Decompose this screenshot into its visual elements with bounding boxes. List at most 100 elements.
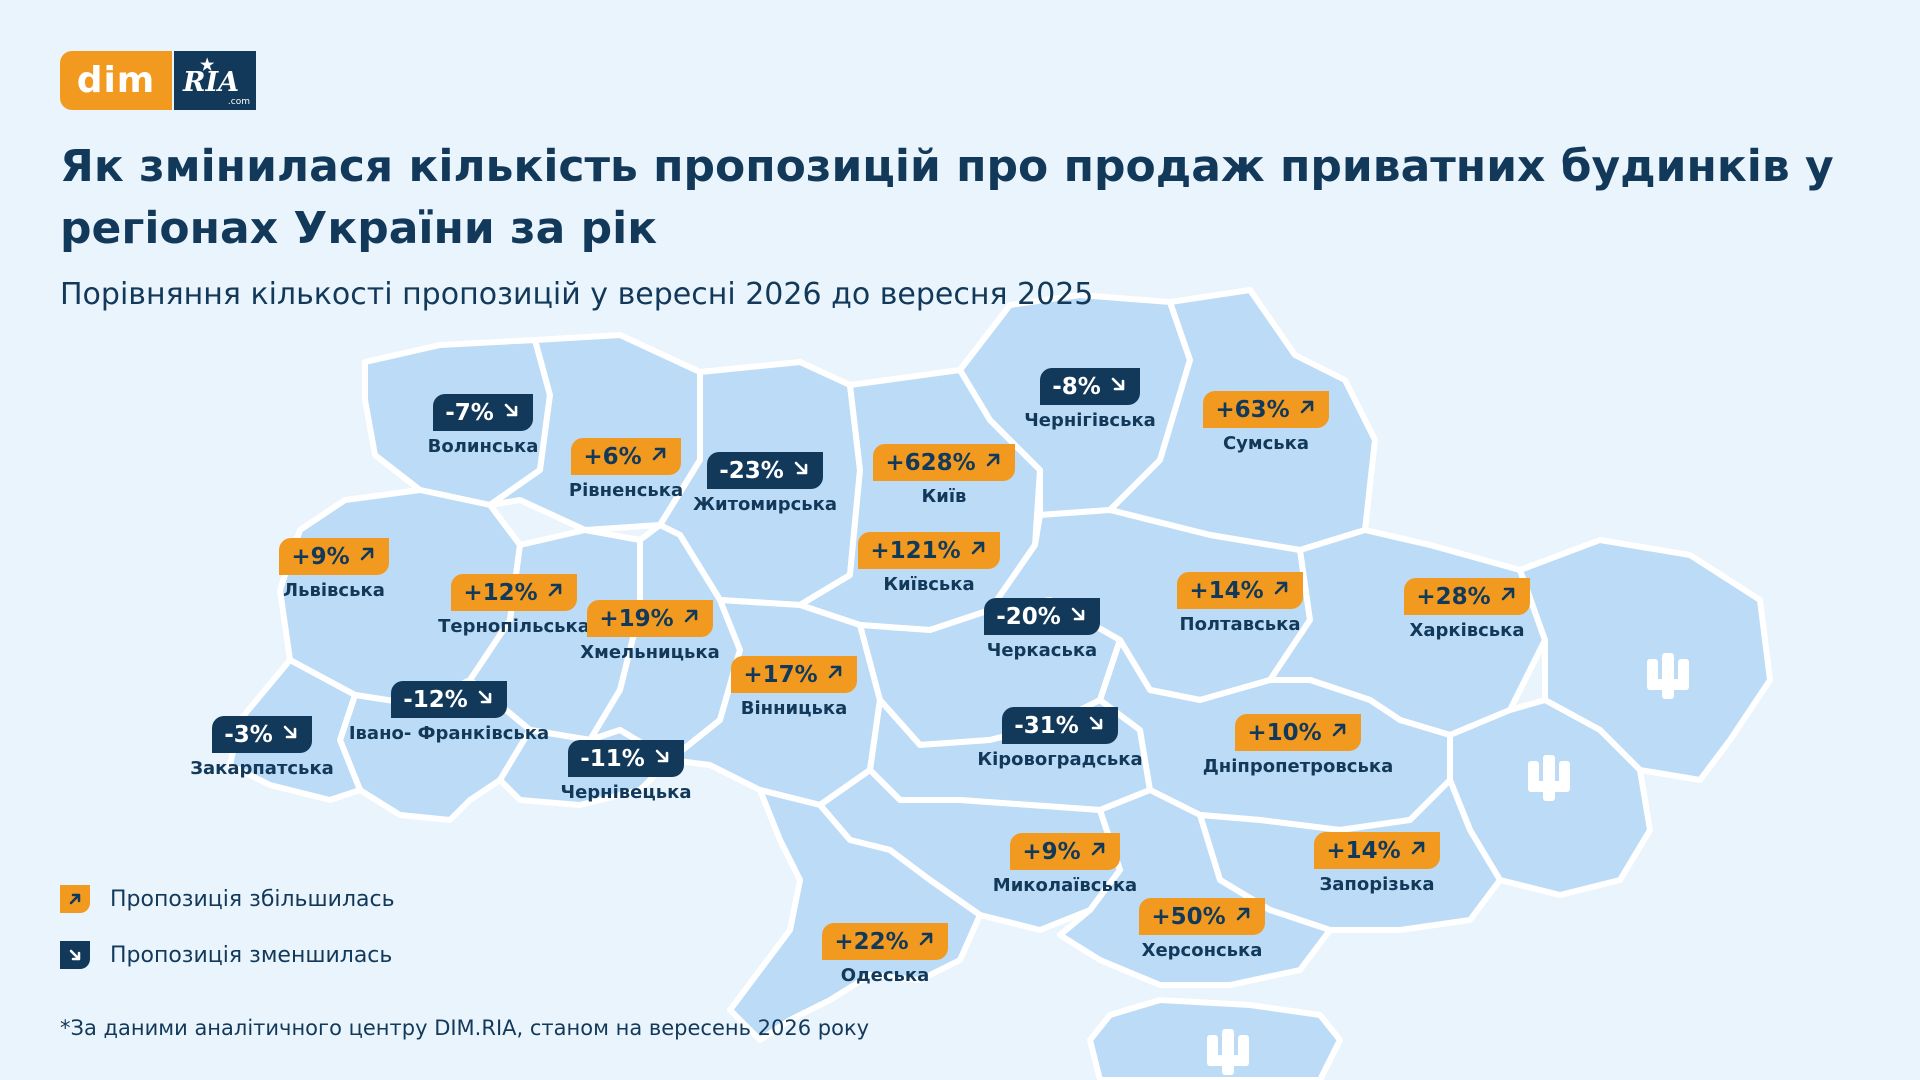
region-name: Закарпатська: [190, 758, 334, 779]
arrow-down-right-icon: [652, 746, 672, 772]
region-label-rivnenska: +6% Рівненська: [536, 438, 716, 501]
change-value: -12%: [403, 686, 468, 713]
region-label-ivano-frankivska: -12% Івано- Франківська: [339, 681, 559, 744]
region-name: Вінницька: [740, 698, 848, 719]
change-badge: +28%: [1404, 578, 1530, 615]
trident-icon: [1531, 758, 1567, 798]
region-label-kyiv: +628% Київ: [854, 444, 1034, 507]
region-name: Харківська: [1409, 620, 1525, 641]
footnote: *За даними аналітичного центру DIM.RIA, …: [60, 1016, 870, 1040]
region-khersonska: [1057, 787, 1333, 988]
arrow-up-right-icon: [545, 580, 565, 606]
region-name: Львівська: [283, 580, 385, 601]
page-title: Як змінилася кількість пропозицій про пр…: [60, 141, 1834, 254]
region-label-kyivska: +121% Київська: [839, 532, 1019, 595]
change-badge: +17%: [731, 656, 857, 693]
arrow-up-right-icon: [1088, 839, 1108, 865]
change-badge: +19%: [587, 600, 713, 637]
region-name: Херсонська: [1141, 940, 1263, 961]
region-name: Івано- Франківська: [348, 723, 550, 744]
legend-decrease-label: Пропозиція зменшилась: [110, 942, 393, 968]
region-label-zhytomyrska: -23% Житомирська: [675, 452, 855, 515]
region-name: Рівненська: [568, 480, 684, 501]
arrow-down-right-icon: [1068, 604, 1088, 630]
legend-decrease: Пропозиція зменшилась: [60, 940, 395, 970]
logo-ria-text: RIA: [183, 67, 240, 98]
logo-ria: ★ RIA .com: [174, 51, 256, 110]
change-value: +14%: [1189, 577, 1264, 604]
change-value: +50%: [1151, 903, 1226, 930]
legend: Пропозиція збільшилась Пропозиція зменши…: [60, 884, 395, 996]
change-value: +628%: [885, 449, 976, 476]
region-label-cherkaska: -20% Черкаська: [952, 598, 1132, 661]
region-name: Волинська: [427, 436, 539, 457]
change-value: +121%: [870, 537, 961, 564]
change-value: -23%: [719, 457, 784, 484]
change-value: +10%: [1247, 719, 1322, 746]
change-badge: +14%: [1314, 832, 1440, 869]
arrow-down-right-icon: [501, 400, 521, 426]
region-label-volynska: -7% Волинська: [393, 394, 573, 457]
change-value: +9%: [1022, 838, 1081, 865]
region-label-vinnytska: +17% Вінницька: [704, 656, 884, 719]
change-value: -31%: [1014, 712, 1079, 739]
arrow-up-right-icon: [1408, 838, 1428, 864]
region-name: Київська: [883, 574, 975, 595]
arrow-down-right-icon: [60, 941, 90, 969]
region-label-sumska: +63% Сумська: [1176, 391, 1356, 454]
arrow-up-right-icon: [916, 929, 936, 955]
change-value: -11%: [580, 745, 645, 772]
region-name: Чернівецька: [560, 782, 692, 803]
region-label-kirovohradska: -31% Кіровоградська: [960, 707, 1160, 770]
arrow-up-right-icon: [681, 606, 701, 632]
region-label-chernihivska: -8% Чернігівська: [1000, 368, 1180, 431]
change-badge: +628%: [873, 444, 1015, 481]
legend-increase-label: Пропозиція збільшилась: [110, 886, 395, 912]
change-badge: -20%: [984, 598, 1100, 635]
change-badge: +22%: [822, 923, 948, 960]
region-label-ternopilska: +12% Тернопільська: [414, 574, 614, 637]
arrow-up-right-icon: [983, 450, 1003, 476]
arrow-up-right-icon: [60, 885, 90, 913]
legend-increase: Пропозиція збільшилась: [60, 884, 395, 914]
arrow-down-right-icon: [791, 458, 811, 484]
change-badge: +10%: [1235, 714, 1361, 751]
arrow-up-right-icon: [1233, 904, 1253, 930]
change-value: +22%: [834, 928, 909, 955]
arrow-down-right-icon: [1108, 374, 1128, 400]
change-value: +14%: [1326, 837, 1401, 864]
change-value: +19%: [599, 605, 674, 632]
region-label-kharkivska: +28% Харківська: [1377, 578, 1557, 641]
page-subtitle: Порівняння кількості пропозицій у вересн…: [60, 277, 1094, 312]
change-badge: +121%: [858, 532, 1000, 569]
region-name: Житомирська: [692, 494, 838, 515]
region-name: Хмельницька: [580, 642, 720, 663]
change-value: +17%: [743, 661, 818, 688]
region-name: Миколаївська: [992, 875, 1138, 896]
trident-icon: [1210, 1032, 1246, 1072]
region-label-chernivetska: -11% Чернівецька: [536, 740, 716, 803]
change-value: -3%: [224, 721, 273, 748]
region-odeska: [727, 787, 983, 1043]
star-icon: ★: [200, 55, 215, 74]
region-name: Кіровоградська: [977, 749, 1143, 770]
region-label-lvivska: +9% Львівська: [244, 538, 424, 601]
change-badge: -12%: [391, 681, 507, 718]
change-badge: -3%: [212, 716, 312, 753]
arrow-up-right-icon: [1498, 584, 1518, 610]
change-value: +63%: [1215, 396, 1290, 423]
arrow-up-right-icon: [649, 444, 669, 470]
change-value: +12%: [463, 579, 538, 606]
region-label-mykolaivska: +9% Миколаївська: [975, 833, 1155, 896]
change-value: -8%: [1052, 373, 1101, 400]
region-name: Тернопільська: [438, 616, 590, 637]
logo-dim: dim: [60, 51, 172, 110]
arrow-down-right-icon: [280, 722, 300, 748]
change-value: +6%: [583, 443, 642, 470]
arrow-up-right-icon: [968, 538, 988, 564]
change-badge: +6%: [571, 438, 681, 475]
region-name: Дніпропетровська: [1202, 756, 1394, 777]
arrow-up-right-icon: [1271, 578, 1291, 604]
change-value: +9%: [291, 543, 350, 570]
change-badge: -31%: [1002, 707, 1118, 744]
